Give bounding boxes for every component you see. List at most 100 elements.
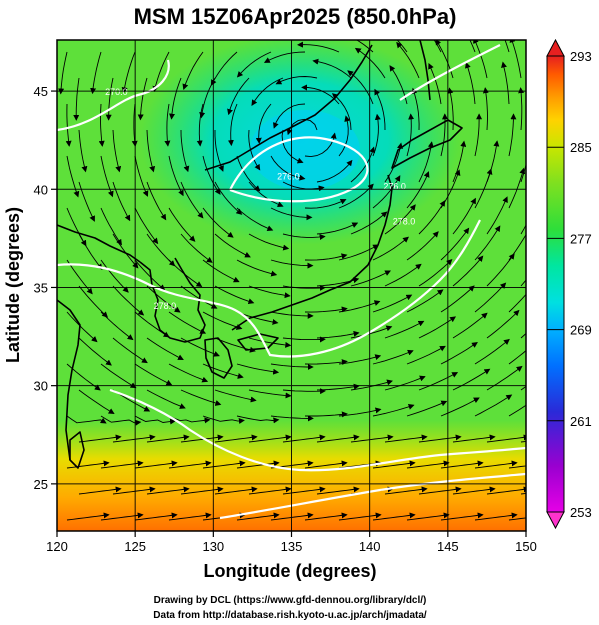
streamline: [372, 113, 381, 157]
streamline: [236, 51, 272, 78]
streamline: [78, 486, 122, 495]
streamline: [452, 368, 491, 391]
streamline: [452, 255, 484, 287]
contour-label: 278.0: [154, 301, 177, 311]
streamline: [270, 207, 313, 221]
streamline: [236, 415, 280, 424]
streamline: [227, 77, 250, 116]
contour-270: [57, 59, 170, 132]
streamline: [282, 181, 325, 192]
streamline: [100, 460, 144, 469]
streamline: [418, 316, 457, 339]
colorbar-top-triangle: [546, 38, 565, 57]
streamline: [78, 337, 112, 366]
streamline: [508, 465, 526, 469]
streamline: [236, 259, 278, 277]
streamline: [418, 372, 459, 391]
streamline: [78, 181, 95, 222]
streamline: [112, 233, 139, 269]
streamline: [520, 224, 526, 235]
coastline-sakhalin: [419, 40, 431, 101]
streamline: [273, 103, 306, 129]
streamline: [312, 58, 352, 79]
streamline: [236, 207, 274, 231]
streamline: [169, 77, 182, 120]
credit-drawing: Drawing by DCL (https://www.gfd-dennou.o…: [154, 595, 427, 606]
streamline: [452, 197, 476, 235]
streamline: [66, 512, 110, 521]
streamline: [112, 434, 156, 443]
streamline: [316, 486, 360, 495]
streamline: [304, 359, 348, 366]
streamline: [73, 77, 80, 121]
streamline: [486, 365, 523, 391]
contour-284: [219, 472, 526, 520]
streamline: [440, 342, 478, 365]
streamline: [372, 349, 414, 365]
coastline-honshu: [231, 174, 393, 331]
streamline: [473, 40, 488, 79]
streamline: [440, 285, 475, 313]
colorbar-ticks: 293 285 277 269 261 253: [547, 49, 592, 520]
colorbar-tick-label: 253: [570, 505, 592, 520]
streamline: [474, 282, 507, 313]
streamline: [406, 113, 415, 157]
colorbar-tick-label: 293: [570, 49, 592, 64]
streamline: [350, 325, 393, 339]
contour-label: 276.0: [277, 171, 300, 181]
contour-282: [109, 388, 526, 472]
streamline: [202, 207, 234, 238]
streamline: [146, 129, 156, 173]
streamline: [433, 40, 442, 53]
streamline: [78, 434, 122, 443]
streamline: [396, 40, 408, 53]
streamline: [428, 62, 442, 105]
coastline-shikoku: [237, 333, 279, 351]
streamline: [304, 306, 348, 313]
streamline: [396, 41, 420, 79]
streamline: [452, 486, 496, 495]
streamline: [66, 155, 80, 198]
streamline: [180, 181, 204, 219]
streamline: [134, 259, 166, 291]
streamline: [263, 51, 306, 63]
streamline: [180, 486, 224, 495]
temperature-contours: [57, 44, 526, 520]
streamline: [338, 407, 382, 417]
y-tick-label: 45: [34, 84, 48, 99]
streamline: [282, 233, 326, 240]
streamline: [78, 129, 88, 173]
streamline: [338, 354, 382, 365]
streamline: [255, 103, 272, 144]
streamline: [474, 225, 501, 261]
streamline: [384, 263, 422, 287]
streamline: [196, 103, 204, 147]
streamline: [508, 293, 526, 313]
streamline: [474, 460, 518, 469]
streamline: [112, 337, 148, 364]
streamline: [518, 87, 525, 131]
coastline-hokkaido: [391, 119, 463, 169]
streamline: [316, 222, 359, 235]
streamline: [180, 233, 213, 263]
streamline: [100, 512, 144, 521]
contour-label: 276.0: [383, 181, 406, 191]
streamline: [65, 103, 72, 147]
streamline: [355, 40, 374, 53]
streamline: [248, 337, 292, 348]
x-tick-label: 140: [359, 539, 381, 554]
streamline: [304, 512, 348, 521]
streamline: [100, 311, 134, 341]
streamline: [199, 77, 216, 119]
streamline: [90, 51, 102, 95]
coastline-china-east: [57, 224, 141, 461]
streamline: [248, 129, 261, 171]
streamline: [275, 76, 318, 85]
streamline: [236, 460, 280, 469]
streamline: [486, 486, 526, 495]
longitude-ticks: 120 125 130 135 140 145 150: [46, 531, 537, 554]
streamline: [440, 227, 470, 261]
x-tick-label: 150: [515, 539, 537, 554]
streamline: [134, 363, 173, 386]
